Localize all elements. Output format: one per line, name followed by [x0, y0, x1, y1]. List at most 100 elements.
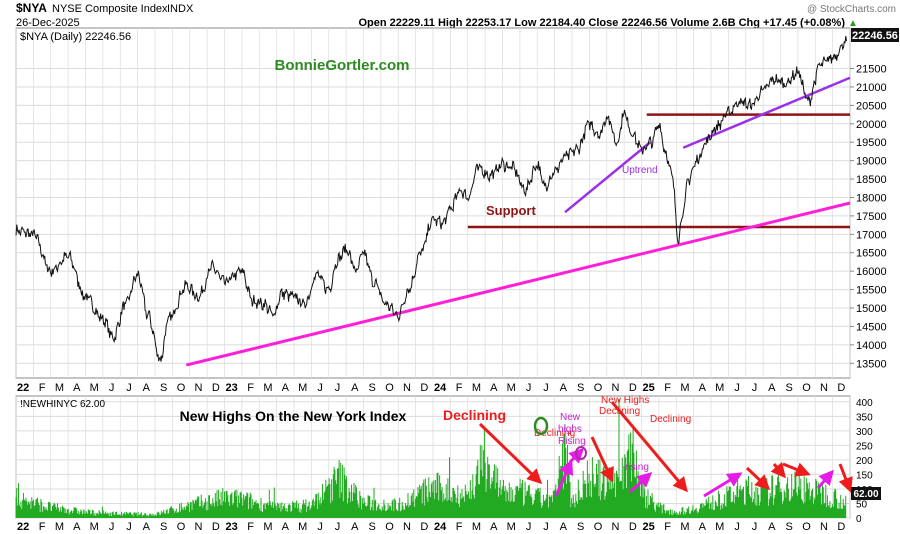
x-tick-label: F	[247, 382, 254, 394]
rising-arrow	[703, 472, 743, 498]
x-tick-label: 25	[643, 382, 655, 394]
x-tick-label: F	[456, 382, 463, 394]
x-tick-label: A	[73, 382, 81, 394]
price-tick-label: 17500	[856, 211, 887, 223]
x-tick-label: M	[263, 521, 272, 533]
x-tick-label: N	[820, 521, 828, 533]
price-tick-label: 19000	[856, 156, 887, 168]
x-tick-label: A	[143, 521, 151, 533]
x-tick-label: N	[194, 521, 202, 533]
x-tick-label: O	[177, 382, 186, 394]
x-tick-label: M	[298, 382, 307, 394]
indicator-tick-label: 250	[856, 441, 873, 452]
indicator-tick-label: 400	[856, 398, 873, 409]
purple-circle-marker	[575, 446, 587, 460]
indicator-panel: !NEWHINYC 62.00 New Highs On the New Yor…	[15, 395, 881, 525]
x-tick-label: D	[629, 521, 637, 533]
x-tick-label: M	[55, 382, 64, 394]
x-tick-label: J	[526, 382, 532, 394]
x-tick-label: A	[282, 382, 290, 394]
indicator-bars	[15, 398, 847, 518]
x-tick-label: D	[212, 382, 220, 394]
x-tick-label: O	[594, 521, 603, 533]
indicator-tick-label: 300	[856, 427, 873, 438]
price-legend: $NYA (Daily) 22246.56	[20, 31, 131, 43]
index-name: NYSE Composite Index	[52, 3, 168, 15]
x-tick-label: A	[699, 521, 707, 533]
x-tick-label: N	[611, 521, 619, 533]
uptrend-line-2	[682, 76, 851, 149]
x-tick-label: N	[611, 382, 619, 394]
x-tick-label: M	[680, 382, 689, 394]
x-tick-label: 24	[434, 521, 447, 533]
price-tick-label: 14000	[856, 340, 887, 352]
x-tick-label: D	[837, 521, 845, 533]
declining-label-1: Declining	[443, 407, 506, 423]
price-tick-label: 13500	[856, 358, 887, 370]
x-tick-label: J	[543, 382, 549, 394]
x-tick-label: F	[39, 521, 46, 533]
declining-label-2: Declining	[534, 428, 575, 439]
indicator-last-value: 62.00	[853, 489, 878, 500]
x-tick-label: A	[490, 521, 498, 533]
price-tick-label: 20000	[856, 119, 887, 131]
rising-arrow	[554, 459, 574, 497]
uptrend-line-1	[564, 141, 651, 214]
uptrend-label: Uptrend	[622, 165, 658, 176]
x-tick-label: O	[594, 382, 603, 394]
price-trendlines	[185, 76, 851, 367]
x-tick-label: A	[699, 382, 707, 394]
x-tick-label: M	[55, 521, 64, 533]
x-tick-label: J	[543, 521, 549, 533]
price-tick-label: 15500	[856, 285, 887, 297]
x-tick-label: D	[212, 521, 220, 533]
declining-arrow	[782, 462, 811, 477]
x-tick-label: J	[126, 382, 132, 394]
x-tick-label: A	[351, 382, 359, 394]
indicator-last-box	[851, 487, 881, 500]
rising-label-1: Rising	[558, 436, 586, 447]
x-tick-label: F	[664, 521, 671, 533]
support-label: Support	[486, 203, 536, 218]
price-panel: $NYA (Daily) 22246.56 BonnieGortler.com …	[15, 27, 899, 379]
x-tick-label: 24	[434, 382, 447, 394]
x-tick-label: M	[715, 521, 724, 533]
x-tick-label: A	[351, 521, 359, 533]
highs-label: highs	[558, 424, 582, 435]
x-tick-label: O	[802, 521, 811, 533]
indicator-x-axis: 22 F M A M J J A S O N D 23 F M A M J J A S O N D 24 F M A M J J A S O N D 2…	[17, 521, 845, 533]
price-tick-label: 18000	[856, 192, 887, 204]
x-tick-label: A	[560, 382, 568, 394]
declining-arrow	[838, 463, 853, 493]
x-tick-label: J	[752, 382, 758, 394]
x-tick-label: S	[786, 382, 793, 394]
chart-date: 26-Dec-2025	[16, 17, 80, 29]
x-tick-label: A	[143, 382, 151, 394]
new-highs-label: New Highs	[601, 395, 649, 406]
x-tick-label: O	[385, 382, 394, 394]
x-tick-label: F	[456, 521, 463, 533]
indicator-tick-label: 200	[856, 456, 873, 467]
x-tick-label: S	[160, 521, 167, 533]
x-tick-label: M	[472, 521, 481, 533]
green-circle-marker	[533, 416, 549, 436]
new-label: New	[560, 412, 581, 423]
price-grid	[15, 28, 851, 378]
indicator-tick-label: 150	[856, 470, 873, 481]
x-tick-label: A	[768, 521, 776, 533]
x-tick-label: J	[109, 382, 115, 394]
x-tick-label: 22	[17, 521, 29, 533]
x-tick-label: 22	[17, 382, 29, 394]
x-tick-label: S	[369, 382, 376, 394]
x-tick-label: J	[752, 521, 758, 533]
x-tick-label: J	[317, 521, 323, 533]
x-tick-label: J	[734, 521, 740, 533]
indicator-tick-label: 50	[856, 499, 868, 510]
declining-arrow	[745, 466, 771, 491]
x-tick-label: S	[369, 521, 376, 533]
price-line	[15, 36, 847, 362]
rising-label-2: rising	[625, 462, 649, 473]
x-tick-label: M	[298, 521, 307, 533]
price-last-box	[851, 28, 899, 42]
